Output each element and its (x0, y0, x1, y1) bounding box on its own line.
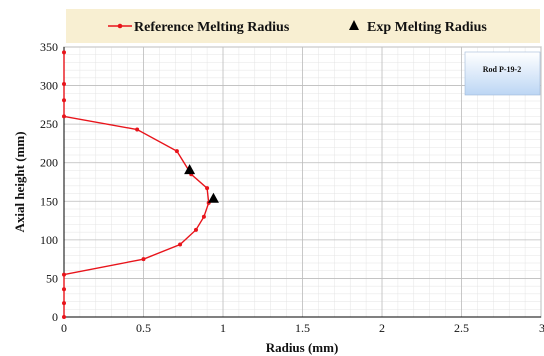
legend-item-reference: Reference Melting Radius (108, 20, 290, 35)
reference-melting-radius-point (174, 149, 179, 154)
x-tick-label: 1 (220, 321, 226, 335)
y-axis-title: Axial height (mm) (12, 131, 27, 232)
reference-melting-radius-point (62, 98, 66, 103)
x-tick-label: 2.5 (454, 321, 469, 335)
exp-melting-radius-point (184, 164, 196, 175)
y-tick-label: 100 (40, 233, 58, 247)
legend-reference-label: Reference Melting Radius (134, 20, 290, 35)
legend-item-exp: Exp Melting Radius (349, 20, 487, 35)
x-tick-label: 3 (539, 321, 544, 335)
y-tick-label: 200 (40, 156, 58, 170)
reference-melting-radius-point (62, 82, 66, 87)
reference-melting-radius-point (62, 301, 66, 306)
reference-melting-radius-point (62, 315, 66, 319)
exp-melting-radius-point (207, 192, 219, 203)
reference-melting-radius-point (135, 127, 140, 132)
reference-melting-radius-point (201, 214, 206, 219)
major-grid (63, 46, 542, 318)
reference-melting-radius-point (62, 287, 66, 292)
y-tick-label: 150 (40, 194, 58, 208)
reference-melting-radius-point (62, 272, 66, 277)
reference-melting-radius-point (62, 114, 66, 119)
x-tick-labels: 0 0.5 1 1.5 2 2.5 3 (61, 321, 544, 335)
y-tick-label: 300 (40, 79, 58, 93)
x-tick-label: 2 (379, 321, 385, 335)
reference-melting-radius-point (62, 50, 66, 55)
y-tick-label: 50 (46, 271, 58, 285)
y-tick-labels: 0 50 100 150 200 250 300 350 (40, 40, 58, 324)
legend-reference-marker (117, 23, 123, 29)
x-tick-label: 0.5 (136, 321, 151, 335)
series-layer (62, 50, 219, 319)
y-tick-label: 0 (52, 310, 58, 324)
rod-label-box (464, 51, 541, 96)
y-tick-label: 250 (40, 117, 58, 131)
legend-box (66, 9, 540, 43)
legend-exp-marker (349, 20, 359, 30)
reference-melting-radius-point (193, 227, 198, 232)
rod-label: Rod P-19-2 (483, 65, 521, 74)
x-tick-label: 0 (61, 321, 67, 335)
legend-exp-label: Exp Melting Radius (367, 20, 487, 35)
y-tick-label: 350 (40, 40, 58, 54)
x-axis-title: Radius (mm) (266, 340, 339, 355)
reference-melting-radius-point (205, 186, 210, 191)
reference-melting-radius-point (178, 242, 183, 247)
reference-melting-radius-point (141, 257, 146, 262)
x-tick-label: 1.5 (295, 321, 310, 335)
